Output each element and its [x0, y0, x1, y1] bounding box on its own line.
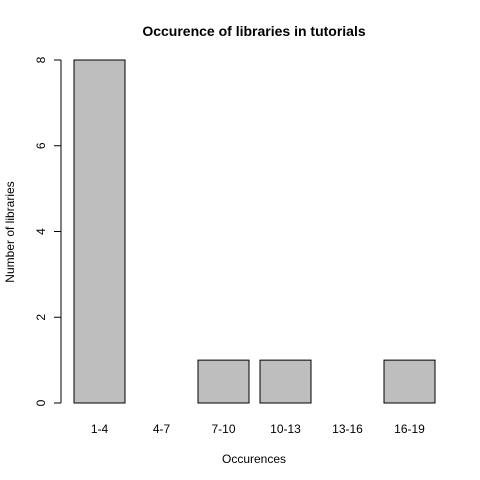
y-axis-label: Number of libraries: [3, 181, 17, 282]
x-tick-label: 10-13: [270, 422, 301, 436]
y-tick-label: 0: [34, 399, 48, 406]
x-tick-label: 4-7: [153, 422, 171, 436]
x-tick-label: 7-10: [211, 422, 235, 436]
bar-7-10: [197, 359, 250, 404]
x-tick-label: 16-19: [394, 422, 425, 436]
bar-1-4: [73, 59, 126, 404]
y-tick-label: 4: [34, 228, 48, 235]
x-axis-label: Occurences: [222, 452, 286, 466]
y-axis: 0 2 4 6 8: [34, 56, 62, 406]
y-tick-label: 8: [34, 56, 48, 63]
x-tick-label: 1-4: [91, 422, 109, 436]
y-tick-label: 2: [34, 314, 48, 321]
bars-group: [73, 59, 436, 404]
x-tick-labels: 1-4 4-7 7-10 10-13 13-16 16-19: [91, 422, 425, 436]
x-tick-label: 13-16: [332, 422, 363, 436]
bar-10-13: [259, 359, 312, 404]
bar-16-19: [383, 359, 436, 404]
y-tick-label: 6: [34, 142, 48, 149]
chart-title: Occurence of libraries in tutorials: [142, 23, 366, 39]
